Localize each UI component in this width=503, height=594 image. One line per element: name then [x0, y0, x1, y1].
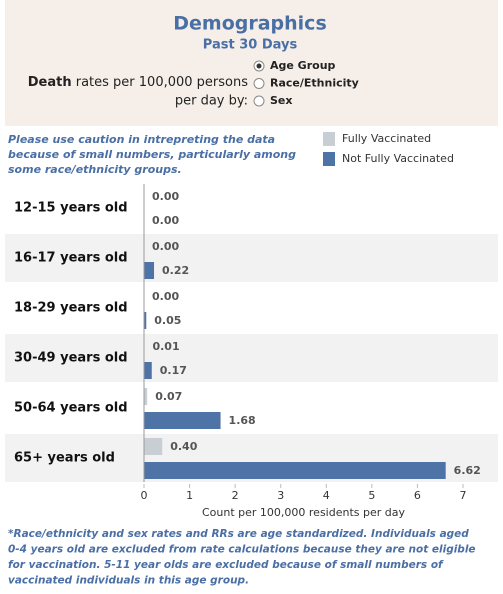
radio-label[interactable]: Sex	[270, 94, 292, 107]
prompt: Death rates per 100,000 persons	[28, 75, 248, 90]
bar	[144, 388, 148, 405]
bar	[144, 412, 221, 429]
row-band	[5, 334, 498, 382]
legend-swatch	[323, 152, 335, 166]
value-label: 0.00	[152, 214, 179, 227]
value-label: 0.05	[154, 314, 181, 327]
row-band	[5, 184, 498, 232]
category-label: 30-49 years old	[14, 351, 128, 366]
radio-label[interactable]: Age Group	[270, 59, 336, 72]
bar	[144, 262, 155, 279]
value-label: 0.17	[160, 364, 187, 377]
value-label: 0.22	[162, 264, 189, 277]
x-tick-label: 3	[277, 489, 284, 502]
radio-dot	[256, 63, 262, 69]
category-label: 16-17 years old	[14, 251, 128, 266]
legend-label: Not Fully Vaccinated	[342, 152, 454, 165]
legend-label: Fully Vaccinated	[342, 132, 431, 145]
value-label: 0.00	[152, 240, 179, 253]
x-tick-label: 7	[460, 489, 467, 502]
value-label: 0.07	[155, 390, 182, 403]
prompt-line: per day by:	[175, 94, 248, 109]
row-band	[5, 384, 498, 432]
radio-label[interactable]: Race/Ethnicity	[270, 77, 359, 90]
legend-swatch	[323, 132, 335, 146]
bar	[144, 362, 152, 379]
title: Demographics	[173, 13, 327, 35]
value-label: 0.00	[152, 190, 179, 203]
x-tick-label: 5	[368, 489, 375, 502]
caution-note: Please use caution in intrepreting the d…	[8, 133, 275, 146]
x-tick-label: 2	[232, 489, 239, 502]
value-label: 0.40	[170, 440, 197, 453]
prompt-line: rates per 100,000 persons	[76, 75, 248, 90]
bar	[144, 462, 446, 479]
radio-button[interactable]	[253, 78, 265, 89]
category-label: 18-29 years old	[14, 301, 128, 316]
x-tick-label: 1	[186, 489, 193, 502]
footnote: vaccinated individuals in this age group…	[8, 575, 249, 587]
row-band	[5, 284, 498, 332]
row-band	[5, 234, 498, 282]
category-label: 12-15 years old	[14, 201, 128, 216]
category-label: 65+ years old	[14, 451, 115, 466]
subtitle: Past 30 Days	[203, 38, 298, 53]
x-tick-label: 4	[323, 489, 330, 502]
value-label: 6.62	[454, 464, 481, 477]
radio-button[interactable]	[253, 95, 265, 107]
x-tick-label: 6	[414, 489, 421, 502]
category-label: 50-64 years old	[14, 401, 128, 416]
x-axis-label: Count per 100,000 residents per day	[202, 506, 406, 519]
bar	[144, 438, 163, 455]
value-label: 0.01	[152, 340, 179, 353]
value-label: 1.68	[229, 414, 256, 427]
caution-note: some race/ethnicity groups.	[8, 163, 182, 176]
x-tick-label: 0	[141, 489, 148, 502]
footnote: *Race/ethnicity and sex rates and RRs ar…	[8, 528, 469, 540]
footnote: for vaccination. 5-11 year olds are excl…	[8, 559, 444, 571]
header-panel	[5, 0, 498, 126]
footnote: 0-4 years old are excluded from rate cal…	[8, 544, 476, 556]
prompt-bold: Death	[28, 75, 72, 90]
value-label: 0.00	[152, 290, 179, 303]
caution-note: because of small numbers, particularly a…	[8, 148, 296, 161]
bar	[144, 312, 147, 329]
